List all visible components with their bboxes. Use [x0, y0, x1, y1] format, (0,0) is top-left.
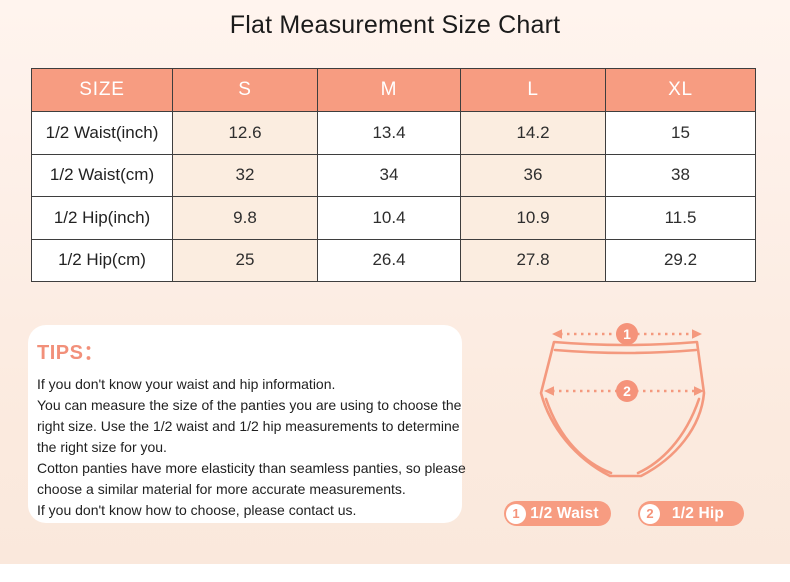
arrow-left-icon: [552, 329, 562, 339]
bottom-white-strip: [0, 564, 790, 582]
row-label: 1/2 Hip(cm): [31, 238, 173, 282]
page-title: Flat Measurement Size Chart: [229, 11, 561, 39]
cell-value: 10.4: [317, 196, 461, 240]
tips-text-line: Cotton panties have more elasticity than…: [37, 460, 466, 476]
cell-value: 25: [172, 238, 318, 282]
left-leg-seam: [544, 397, 613, 475]
legend-1-label: 1/2 Waist: [530, 504, 599, 522]
table-row-hip-cm: 1/2 Hip(cm) 25 26.4 27.8 29.2: [31, 238, 756, 282]
arrow-right-icon: [694, 386, 704, 396]
tips-heading: TIPS：: [37, 342, 104, 364]
table-header-xl: XL: [605, 68, 756, 112]
tips-card: TIPS： If you don't know your waist and h…: [28, 325, 466, 523]
row-label: 1/2 Hip(inch): [31, 196, 173, 240]
tips-text-line: You can measure the size of the panties …: [37, 397, 462, 413]
tips-text-line: If you don't know how to choose, please …: [37, 502, 357, 518]
cell-value: 10.9: [460, 196, 606, 240]
panties-outline: [539, 340, 706, 478]
cell-value: 27.8: [460, 238, 606, 282]
marker-1-number: 1: [623, 326, 631, 342]
cell-value: 11.5: [605, 196, 756, 240]
arrow-left-icon: [544, 386, 554, 396]
table-header-l: L: [460, 68, 606, 112]
cell-value: 32: [172, 153, 318, 197]
cell-value: 38: [605, 153, 756, 197]
table-row-hip-inch: 1/2 Hip(inch) 9.8 10.4 10.9 11.5: [31, 196, 756, 240]
right-leg-seam: [636, 397, 701, 475]
tips-text-line: the right size for you.: [37, 439, 167, 455]
legend-2-label: 1/2 Hip: [671, 504, 725, 522]
table-header-m: M: [317, 68, 461, 112]
table-header-s: S: [172, 68, 318, 112]
marker-2-number: 2: [623, 383, 631, 399]
table-row-waist-cm: 1/2 Waist(cm) 32 34 36 38: [31, 153, 756, 197]
panties-diagram: 1 2: [539, 323, 706, 478]
marker-2-badge: [616, 380, 638, 402]
legend-half-waist: 1 1/2 Waist: [504, 501, 611, 526]
legend-half-hip: 2 1/2 Hip: [638, 501, 744, 526]
cell-value: 9.8: [172, 196, 318, 240]
table-header-size: SIZE: [31, 68, 173, 112]
cell-value: 13.4: [317, 111, 461, 155]
tips-text-line: choose a similar material for more accur…: [37, 481, 406, 497]
cell-value: 36: [460, 153, 606, 197]
legend-1-badge: 1: [506, 503, 526, 524]
legend-2-badge: 2: [640, 503, 660, 524]
row-label: 1/2 Waist(inch): [31, 111, 173, 155]
cell-value: 26.4: [317, 238, 461, 282]
table-row-waist-inch: 1/2 Waist(inch) 12.6 13.4 14.2 15: [31, 111, 756, 155]
tips-text-line: right size. Use the 1/2 waist and 1/2 hi…: [37, 418, 460, 434]
row-label: 1/2 Waist(cm): [31, 153, 173, 197]
cell-value: 34: [317, 153, 461, 197]
table-header-row: SIZE S M L XL: [31, 68, 756, 112]
waistband-seam: [553, 348, 698, 355]
size-table: SIZE S M L XL 1/2 Waist(inch) 12.6 13.4 …: [31, 68, 756, 282]
arrow-right-icon: [692, 329, 702, 339]
tips-text-line: If you don't know your waist and hip inf…: [37, 376, 336, 392]
cell-value: 14.2: [460, 111, 606, 155]
cell-value: 12.6: [172, 111, 318, 155]
cell-value: 15: [605, 111, 756, 155]
cell-value: 29.2: [605, 238, 756, 282]
marker-1-badge: [616, 323, 638, 345]
